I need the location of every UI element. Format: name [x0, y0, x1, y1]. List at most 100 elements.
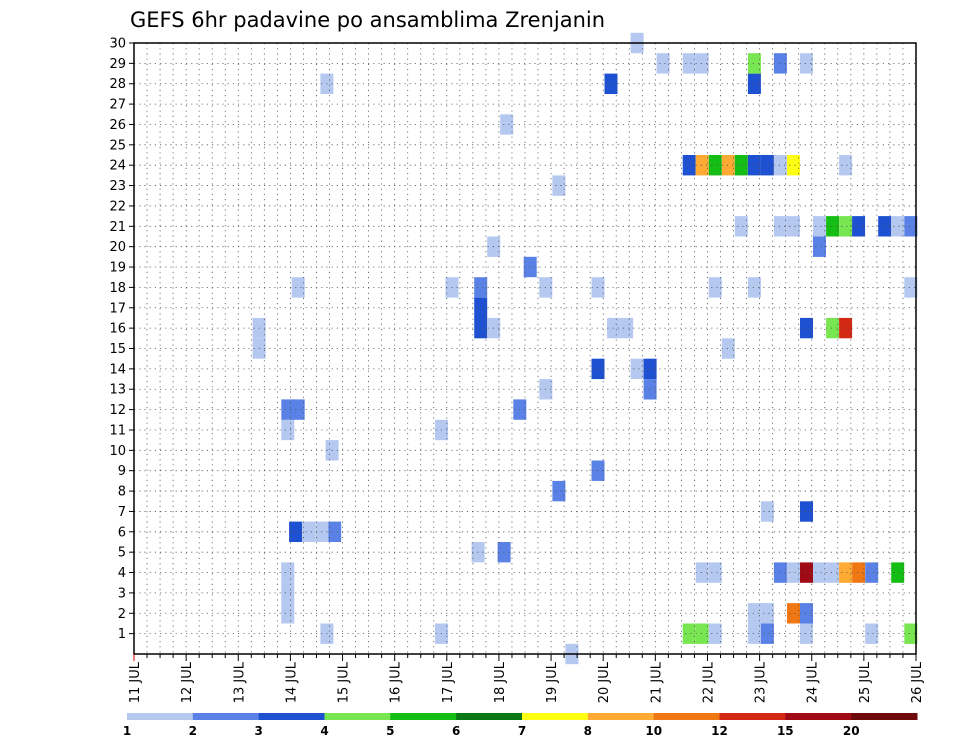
x-tick-label: 22 JUL — [701, 661, 716, 703]
precip-cell — [787, 562, 800, 583]
colorbar-swatch — [192, 713, 260, 720]
precip-cell — [281, 562, 295, 583]
y-tick-label: 25 — [109, 138, 126, 153]
precip-cell — [839, 317, 853, 339]
chart-title: GEFS 6hr padavine po ansamblima Zrenjani… — [130, 8, 605, 32]
y-tick-label: 23 — [109, 179, 126, 194]
colorbar-label: 20 — [843, 724, 860, 738]
precip-cell — [747, 623, 761, 644]
y-tick-label: 3 — [118, 586, 126, 601]
precip-cell — [800, 623, 813, 644]
precip-cell — [734, 155, 748, 176]
colorbar-label: 5 — [386, 724, 394, 738]
precip-cell — [643, 379, 657, 400]
colorbar-swatch — [785, 713, 852, 720]
precip-cell — [281, 419, 295, 441]
y-tick-label: 13 — [109, 383, 126, 398]
precip-cell — [630, 358, 644, 380]
precip-cell — [800, 501, 813, 522]
precip-cell — [695, 53, 709, 74]
y-tick-label: 16 — [109, 322, 126, 337]
colorbar-label: 15 — [777, 724, 794, 738]
precip-cell — [800, 53, 813, 74]
y-tick-label: 28 — [109, 77, 126, 92]
precip-cell — [682, 623, 696, 644]
colorbar-swatch — [719, 713, 786, 720]
precip-cell — [281, 582, 295, 604]
precip-cell — [500, 114, 514, 135]
x-tick-label: 26 JUL — [910, 661, 925, 703]
colorbar-swatch — [127, 713, 194, 720]
precip-cell — [800, 317, 813, 339]
x-tick-label: 24 JUL — [806, 661, 821, 703]
x-tick-label: 21 JUL — [649, 661, 664, 703]
colorbar: 1 2 3 4 5 6 7 8 10 12 15 20 — [123, 713, 918, 738]
colorbar-swatch — [390, 713, 457, 720]
precip-cell — [826, 562, 840, 583]
precip-cell — [604, 73, 618, 94]
y-tick-label: 29 — [109, 57, 126, 72]
precip-cell — [826, 317, 840, 339]
precip-cell — [826, 216, 840, 237]
precip-cell — [721, 155, 735, 176]
precip-cell — [839, 216, 853, 237]
y-tick-label: 19 — [109, 261, 126, 276]
grid-lines — [133, 42, 917, 654]
precip-cell — [773, 562, 787, 583]
precip-cell — [708, 623, 722, 644]
precip-cell — [787, 603, 800, 624]
colorbar-label: 10 — [645, 724, 662, 738]
precip-cell — [747, 73, 761, 94]
x-tick-label: 25 JUL — [858, 661, 873, 703]
precip-cell — [291, 399, 305, 420]
precip-cell — [552, 480, 566, 502]
colorbar-label: 12 — [711, 724, 728, 738]
precip-cell — [904, 623, 918, 644]
y-tick-label: 12 — [109, 403, 126, 418]
precip-cell — [760, 155, 774, 176]
precip-cell — [800, 603, 813, 624]
precip-cell — [708, 562, 722, 583]
x-tick-label: 16 JUL — [389, 661, 404, 703]
y-tick-label: 27 — [109, 98, 126, 113]
colorbar-label: 4 — [320, 724, 328, 738]
y-tick-label: 15 — [109, 342, 126, 357]
x-tick-label: 12 JUL — [180, 661, 195, 703]
precip-cell — [747, 603, 761, 624]
y-tick-label: 30 — [109, 37, 126, 52]
precip-cell — [291, 277, 305, 298]
precip-cell — [281, 399, 295, 420]
x-tick-label: 17 JUL — [441, 661, 456, 703]
precip-cell — [747, 277, 761, 298]
y-tick-label: 1 — [118, 627, 126, 642]
precip-cell — [813, 236, 826, 257]
colorbar-swatch — [851, 713, 918, 720]
precip-cell — [904, 277, 918, 298]
y-tick-label: 9 — [118, 464, 126, 479]
precip-cell — [813, 562, 826, 583]
precip-cell — [839, 155, 853, 176]
precip-cell — [302, 521, 316, 542]
x-tick-label: 18 JUL — [493, 661, 508, 703]
x-tick-label: 19 JUL — [545, 661, 560, 703]
precip-cell — [852, 216, 866, 237]
precip-cell — [708, 155, 722, 176]
precip-cells — [252, 32, 918, 665]
y-tick-label: 14 — [109, 362, 126, 377]
precip-cell — [695, 562, 709, 583]
precip-cell — [760, 603, 774, 624]
precip-cell — [474, 277, 488, 298]
colorbar-swatch — [456, 713, 523, 720]
y-tick-label: 24 — [109, 159, 126, 174]
precip-cell — [695, 155, 709, 176]
y-tick-label: 10 — [109, 444, 126, 459]
y-tick-label: 17 — [109, 301, 126, 316]
y-tick-label: 18 — [109, 281, 126, 296]
colorbar-swatch — [587, 713, 655, 720]
precip-cell — [328, 521, 342, 542]
precip-cell — [773, 155, 787, 176]
precip-cell — [891, 562, 905, 583]
precip-cell — [552, 175, 566, 196]
precip-cell — [878, 216, 892, 237]
x-tick-label: 11 JUL — [128, 661, 143, 703]
